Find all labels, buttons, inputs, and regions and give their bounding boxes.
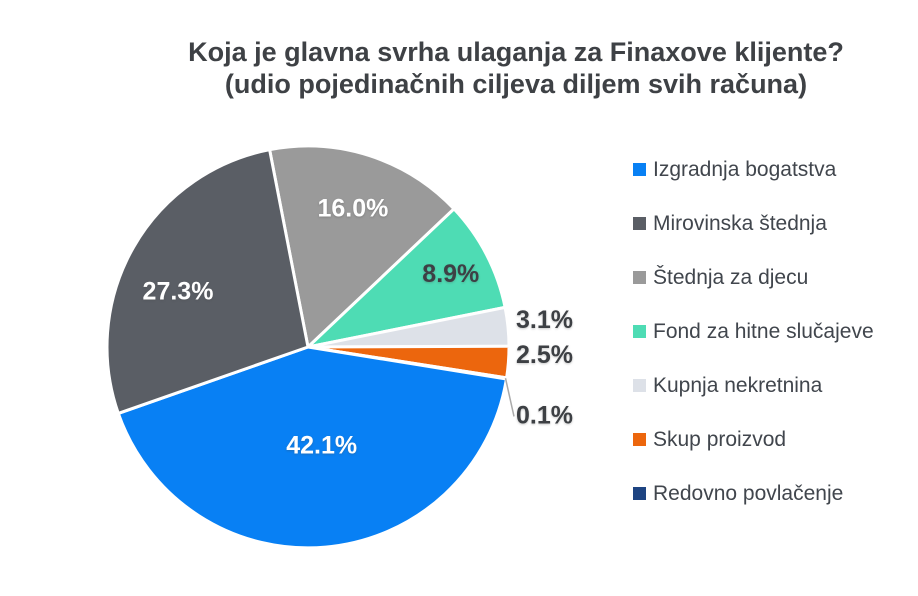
- leader-line: [504, 378, 515, 417]
- slice-value-label: 0.1%: [516, 401, 573, 429]
- legend-swatch-icon: [633, 217, 646, 230]
- pie-slice: [306, 207, 507, 349]
- slice-value-label: 42.1%: [286, 432, 357, 460]
- legend-item: Redovno povlačenje: [633, 481, 874, 506]
- chart-title-block: Koja je glavna svrha ulaganja za Finaxov…: [114, 36, 918, 100]
- chart-subtitle: (udio pojedinačnih ciljeva diljem svih r…: [224, 69, 808, 99]
- legend-swatch-icon: [633, 271, 646, 284]
- slice-value-label: 2.5%: [516, 341, 573, 369]
- legend-swatch-icon: [633, 433, 646, 446]
- chart-title: Koja je glavna svrha ulaganja za Finaxov…: [188, 37, 844, 67]
- pie-slice: [105, 148, 310, 415]
- legend-label: Fond za hitne slučajeve: [653, 320, 874, 343]
- slice-value-label: 8.9%: [422, 260, 479, 288]
- legend-item: Kupnja nekretnina: [633, 373, 874, 398]
- legend-swatch-icon: [633, 487, 646, 500]
- legend-item: Skup proizvod: [633, 427, 874, 452]
- legend-label: Izgradnja bogatstva: [653, 158, 837, 181]
- legend-label: Skup proizvod: [653, 428, 787, 451]
- legend-label: Kupnja nekretnina: [653, 374, 823, 397]
- legend-item: Izgradnja bogatstva: [633, 157, 874, 182]
- chart-legend: Izgradnja bogatstva Mirovinska štednja Šte…: [633, 157, 874, 506]
- legend-swatch-icon: [633, 379, 646, 392]
- slice-value-label: 27.3%: [143, 278, 214, 306]
- legend-item: Fond za hitne slučajeve: [633, 319, 874, 344]
- pie-slice: [268, 144, 456, 349]
- legend-label: Redovno povlačenje: [653, 482, 844, 505]
- legend-item: Štednja za djecu: [633, 265, 874, 290]
- legend-swatch-icon: [633, 163, 646, 176]
- slice-value-label: 3.1%: [516, 306, 573, 334]
- slice-value-label: 16.0%: [317, 194, 388, 222]
- legend-swatch-icon: [633, 325, 646, 338]
- legend-label: Štednja za djecu: [653, 266, 809, 289]
- legend-label: Mirovinska štednja: [653, 212, 827, 235]
- legend-item: Mirovinska štednja: [633, 211, 874, 236]
- pie-slice: [116, 345, 508, 550]
